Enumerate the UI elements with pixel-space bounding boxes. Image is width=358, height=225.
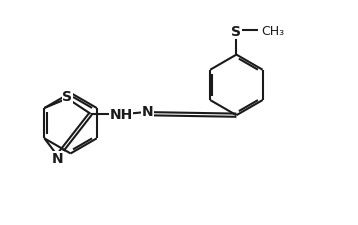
Text: S: S (231, 25, 241, 39)
Text: S: S (62, 90, 72, 104)
Text: N: N (52, 152, 64, 166)
Text: NH: NH (109, 107, 132, 121)
Text: N: N (142, 104, 154, 118)
Text: CH₃: CH₃ (261, 25, 284, 37)
